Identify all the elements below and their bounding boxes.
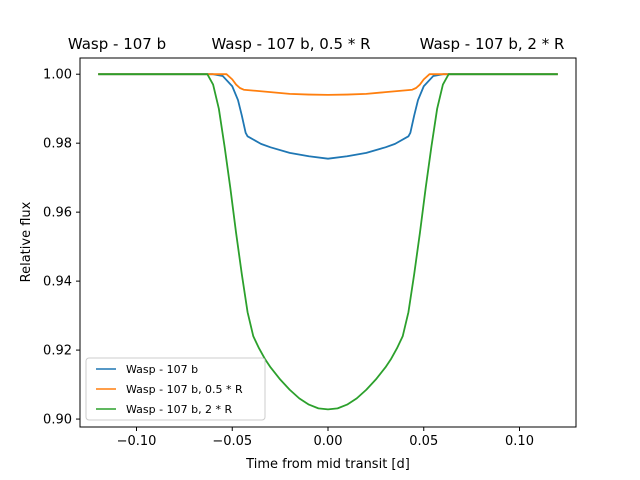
y-tick-label: 0.92	[43, 344, 72, 359]
y-tick-label: 0.98	[43, 137, 72, 152]
x-tick-label: 0.00	[314, 434, 343, 449]
x-tick-label: −0.10	[117, 434, 157, 449]
series-line-wasp-107b-half-r	[98, 73, 558, 96]
x-axis-label: Time from mid transit [d]	[245, 457, 410, 472]
y-tick-label: 0.94	[43, 275, 72, 290]
y-axis-label: Relative flux	[19, 201, 34, 282]
legend-label-wasp-107b-double-r: Wasp - 107 b, 2 * R	[126, 403, 233, 416]
legend: Wasp - 107 b Wasp - 107 b, 0.5 * R Wasp …	[85, 357, 266, 421]
chart-title-3: Wasp - 107 b, 2 * R	[420, 35, 565, 53]
y-tick-label: 0.96	[43, 206, 72, 221]
chart-title-2: Wasp - 107 b, 0.5 * R	[211, 35, 370, 53]
y-axis-ticks: 0.90 0.92 0.94 0.96 0.98 1.00	[43, 68, 80, 428]
legend-box	[85, 357, 266, 421]
x-tick-label: 0.10	[505, 434, 534, 449]
series-layer	[98, 73, 558, 411]
series-line-wasp-107b	[98, 73, 558, 160]
plot-area	[98, 73, 558, 411]
x-tick-label: 0.05	[409, 434, 438, 449]
x-tick-label: −0.05	[212, 434, 252, 449]
y-tick-label: 0.90	[43, 413, 72, 428]
legend-label-wasp-107b: Wasp - 107 b	[126, 363, 198, 376]
x-axis-ticks: −0.10 −0.05 0.00 0.05 0.10	[117, 427, 534, 449]
series-line-wasp-107b-double-r	[98, 73, 558, 411]
legend-label-wasp-107b-half-r: Wasp - 107 b, 0.5 * R	[126, 383, 243, 396]
y-tick-label: 1.00	[43, 68, 72, 83]
chart-title-1: Wasp - 107 b	[68, 35, 166, 53]
